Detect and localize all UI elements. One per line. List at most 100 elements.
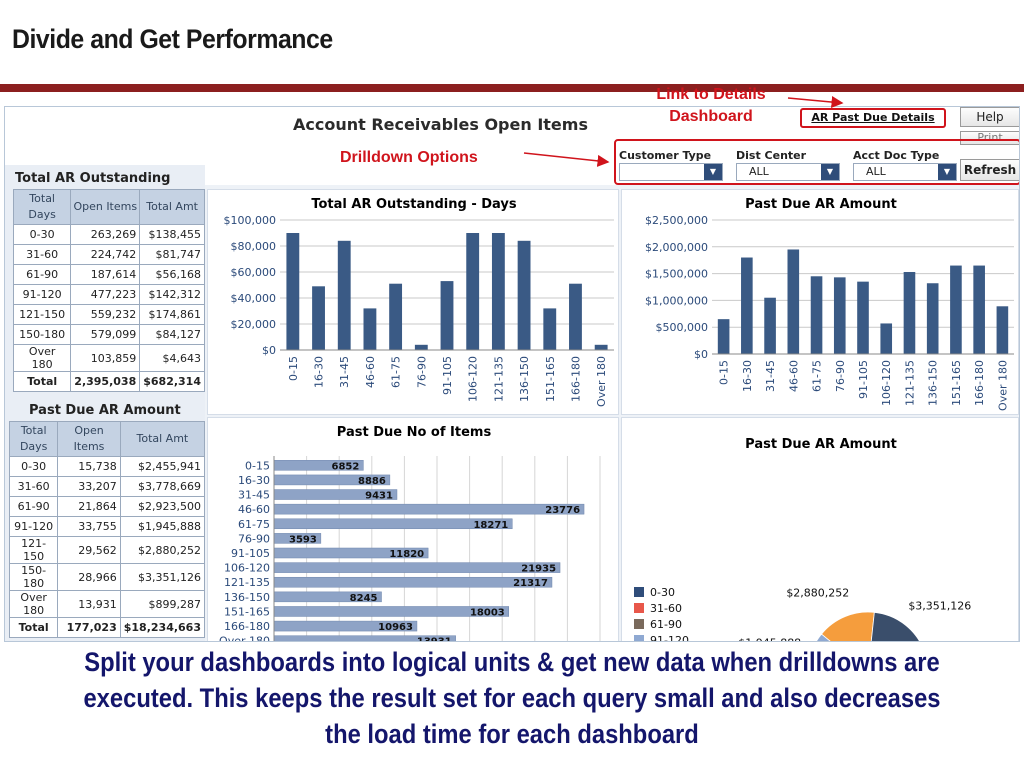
- bar[interactable]: [286, 233, 300, 350]
- bar[interactable]: [569, 283, 582, 350]
- x-tick-label: 76-90: [415, 356, 428, 388]
- x-tick-label: 46-60: [787, 360, 800, 392]
- x-tick-label: 136-150: [518, 356, 531, 402]
- table-cell: 61-90: [8, 496, 59, 517]
- bar[interactable]: [926, 283, 939, 354]
- data-label: 8245: [350, 593, 378, 604]
- bar[interactable]: [440, 281, 454, 350]
- past-due-items-chart: Past Due No of Items 6852 0-15 8886 16-30 943…: [207, 417, 619, 642]
- data-label: 3593: [289, 534, 317, 545]
- acct-doc-type-select[interactable]: ALL ▼: [853, 163, 957, 181]
- dashboard-title: Account Receivables Open Items: [293, 115, 588, 134]
- table-cell: 15,738: [57, 456, 121, 477]
- y-tick-label: 136-150: [224, 591, 270, 604]
- table-cell: $142,312: [139, 284, 205, 305]
- y-tick-label: 0-15: [245, 459, 270, 472]
- bar[interactable]: [764, 297, 776, 354]
- dist-center-value: ALL: [749, 165, 769, 178]
- data-label: $2,880,252: [786, 586, 849, 599]
- print-button[interactable]: Print: [960, 131, 1019, 145]
- column-header: Total Amt: [119, 421, 206, 457]
- help-button[interactable]: Help: [960, 107, 1019, 127]
- legend-label: 61-90: [650, 618, 682, 631]
- table-cell: Over 180: [8, 590, 59, 618]
- table-row: 150-180 28,966 $3,351,126: [8, 563, 206, 591]
- bar[interactable]: [857, 281, 869, 354]
- table-cell: 28,966: [57, 563, 121, 591]
- table-row: Over 180 103,859 $4,643: [12, 344, 205, 372]
- table-cell: $56,168: [139, 264, 205, 285]
- y-tick-label: 76-90: [238, 532, 270, 545]
- table-row: 0-30 263,269 $138,455: [12, 224, 205, 245]
- bar[interactable]: [273, 576, 553, 588]
- summary-panel: Total AR Outstanding Total Days Open Item…: [5, 165, 206, 641]
- title-rule: [0, 84, 1024, 92]
- refresh-button[interactable]: Refresh: [960, 159, 1019, 181]
- acct-doc-type-value: ALL: [866, 165, 886, 178]
- bar[interactable]: [414, 344, 428, 350]
- x-tick-label: 106-120: [467, 356, 480, 402]
- column-header: Total Days: [12, 189, 72, 225]
- bar[interactable]: [594, 344, 608, 350]
- bar[interactable]: [363, 308, 377, 350]
- ar-past-due-details-link[interactable]: AR Past Due Details: [800, 108, 946, 128]
- bar[interactable]: [880, 323, 893, 354]
- bar[interactable]: [389, 283, 403, 350]
- table-cell: 21,864: [57, 496, 121, 517]
- bar[interactable]: [491, 233, 505, 350]
- pie-slice[interactable]: [820, 611, 875, 642]
- bar[interactable]: [973, 265, 985, 354]
- data-label: 21935: [521, 564, 556, 575]
- data-label: 6852: [332, 461, 360, 472]
- x-tick-label: 76-90: [834, 360, 847, 392]
- table-cell: $2,880,252: [119, 536, 206, 564]
- y-tick-label: $0: [694, 348, 708, 361]
- bar[interactable]: [466, 233, 480, 350]
- total-ar-table: Total Days Open Items Total Amt 0-30 263,26…: [12, 189, 205, 392]
- customer-type-select[interactable]: ▼: [619, 163, 723, 181]
- bar[interactable]: [996, 306, 1009, 354]
- bar[interactable]: [543, 308, 557, 350]
- bar[interactable]: [312, 286, 325, 350]
- table-cell: 91-120: [12, 284, 72, 305]
- bar[interactable]: [810, 276, 823, 354]
- y-tick-label: $100,000: [224, 214, 277, 227]
- pie-slice[interactable]: [868, 611, 925, 642]
- column-header: Total Days: [8, 421, 59, 457]
- x-tick-label: 106-120: [880, 360, 893, 406]
- y-tick-label: Over 180: [219, 635, 270, 642]
- bar[interactable]: [517, 240, 531, 350]
- bar[interactable]: [273, 503, 585, 515]
- y-tick-label: 106-120: [224, 562, 270, 575]
- bar[interactable]: [903, 271, 916, 354]
- y-tick-label: 16-30: [238, 474, 270, 487]
- data-label: $1,945,888: [738, 637, 801, 642]
- bar[interactable]: [337, 240, 351, 350]
- x-tick-label: 121-135: [903, 360, 916, 406]
- past-due-table-title: Past Due AR Amount: [29, 403, 181, 418]
- table-row: 121-150 559,232 $174,861: [12, 304, 205, 325]
- bar[interactable]: [950, 265, 962, 354]
- table-cell: 559,232: [70, 304, 141, 325]
- bar[interactable]: [833, 277, 846, 354]
- table-cell: $81,747: [139, 244, 205, 265]
- bar[interactable]: [741, 257, 753, 354]
- table-row: 31-60 33,207 $3,778,669: [8, 476, 206, 497]
- table-cell: 33,755: [57, 516, 121, 537]
- table-cell: Total: [8, 617, 59, 638]
- table-cell: $18,234,663: [119, 617, 206, 638]
- table-cell: 0-30: [8, 456, 59, 477]
- bar[interactable]: [787, 249, 800, 354]
- bar[interactable]: [717, 319, 730, 354]
- x-tick-label: 91-105: [857, 360, 870, 399]
- table-cell: 2,395,038: [70, 371, 141, 392]
- dist-center-label: Dist Center: [736, 149, 807, 162]
- drilldown-options-box: [614, 139, 1019, 185]
- table-cell: 0-30: [12, 224, 72, 245]
- legend-label: 91-120: [650, 634, 689, 642]
- dist-center-select[interactable]: ALL ▼: [736, 163, 840, 181]
- table-cell: 31-60: [8, 476, 59, 497]
- table-cell: 29,562: [57, 536, 121, 564]
- bar[interactable]: [273, 562, 561, 573]
- x-tick-label: 166-180: [973, 360, 986, 406]
